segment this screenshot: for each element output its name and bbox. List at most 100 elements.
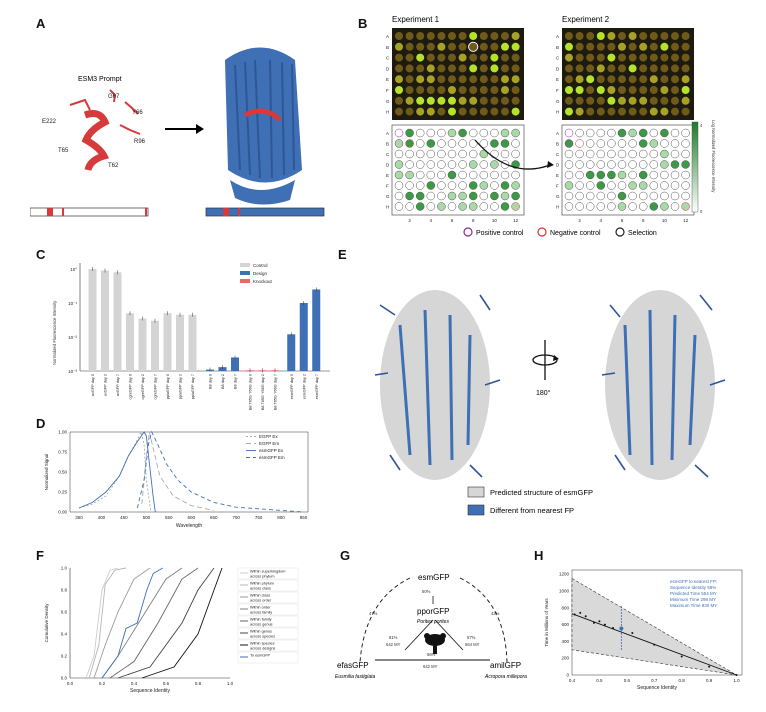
- h-ytick-label: 1200: [559, 572, 570, 577]
- plate-col-label: 6: [621, 218, 624, 223]
- plate-well: [394, 181, 404, 190]
- plate-well: [479, 139, 489, 148]
- c-bar: [188, 314, 197, 371]
- plate-well: [500, 139, 510, 148]
- photo-well: [628, 32, 637, 40]
- plate-well: [596, 128, 606, 138]
- f-legend-label: across designs: [250, 647, 275, 651]
- panel-c-ylabel: Normalized Fluorescence Intensity: [52, 300, 57, 365]
- photo-well: [437, 96, 446, 105]
- efasgfp-species: Eusmilia fastigiata: [335, 674, 376, 680]
- plate-well: [447, 170, 457, 180]
- d-ylabel: Normalized Signal: [44, 454, 49, 491]
- photo-well: [405, 107, 414, 116]
- prompt-sequence-segment: [47, 208, 53, 216]
- h-xtick-label: 0.7: [651, 678, 658, 683]
- photo-well: [618, 75, 626, 84]
- plate-well: [490, 128, 499, 138]
- d-xtick-label: 400: [98, 515, 106, 520]
- plate-well: [468, 170, 478, 180]
- photo-well: [511, 53, 520, 62]
- photo-well: [607, 107, 616, 116]
- plate-well: [394, 160, 404, 169]
- c-xtick-label: avGFP day 7: [116, 374, 120, 396]
- f-legend-box: [237, 603, 299, 616]
- h-xtick-label: 0.6: [624, 678, 631, 683]
- f-series-line: [93, 567, 151, 679]
- photo-well: [448, 86, 456, 94]
- plate-well: [638, 202, 648, 211]
- photo-well: [458, 32, 467, 40]
- photo-well: [405, 53, 414, 62]
- photo-well: [586, 42, 595, 51]
- plate-col-label: 10: [492, 218, 498, 223]
- plate-well: [447, 202, 457, 211]
- plate-col-label: 2: [578, 218, 581, 223]
- f-legend-label: Within family: [250, 618, 272, 622]
- photo-well: [426, 64, 435, 73]
- residue-g67: G67: [108, 94, 120, 100]
- panel-h-annotation: esmGFP to nearest FP: Sequence Identity …: [670, 579, 717, 608]
- plate-well: [660, 202, 669, 211]
- plate-row-label: D: [556, 163, 560, 168]
- photo-well: [681, 42, 690, 51]
- panel-letter-a: A: [36, 16, 46, 31]
- plate-well: [458, 191, 467, 201]
- photo-well: [448, 96, 456, 105]
- plate-well: [468, 149, 478, 159]
- photo-well: [416, 96, 425, 105]
- plate-well: [479, 128, 489, 138]
- f-ytick-label: 1.0: [61, 566, 68, 571]
- plate-row-label: C: [556, 152, 560, 157]
- photo-well: [660, 107, 669, 116]
- panel-e: 180° Predicted structure of esmGFP Diffe…: [374, 290, 726, 516]
- plate-well: [617, 149, 627, 159]
- photo-well: [586, 32, 595, 40]
- photo-well: [437, 42, 446, 51]
- plate-row-label: E: [386, 77, 389, 82]
- annotation-line-3: Predicted Time 554 MY: [670, 591, 717, 596]
- plate-well: [511, 149, 520, 159]
- f-xtick-label: 0.2: [99, 681, 106, 686]
- structure-view-back: [601, 290, 726, 480]
- plate-well: [660, 139, 669, 148]
- plate-well: [649, 181, 659, 190]
- c-xtick-label: ppluGFP day 2: [179, 374, 183, 399]
- c-bar: [176, 314, 184, 371]
- plate-well: [607, 202, 616, 211]
- plate-well: [575, 191, 584, 201]
- plate-well: [500, 128, 510, 138]
- selection-label: Selection: [628, 230, 657, 237]
- photo-well: [671, 64, 679, 73]
- pct-left-mid: 81%: [389, 635, 398, 640]
- negative-control-label: Negative control: [550, 230, 601, 237]
- h-point: [680, 655, 683, 658]
- photo-well: [469, 32, 478, 40]
- plate-well: [628, 202, 637, 211]
- d-xtick-label: 550: [165, 515, 173, 520]
- photo-well: [511, 96, 520, 105]
- edge-left-dashed: [359, 577, 411, 663]
- different-residue-swatch: [467, 504, 485, 516]
- photo-well: [448, 107, 456, 116]
- photo-well: [490, 42, 499, 51]
- selection-swatch: [615, 227, 625, 237]
- experiment-2-title: Experiment 2: [562, 15, 610, 24]
- plate-well: [415, 139, 425, 148]
- c-xtick-label: B8 T65G Y66G day 7: [274, 374, 278, 410]
- photo-well: [607, 64, 616, 73]
- plate-well: [564, 191, 574, 201]
- photo-well: [416, 53, 425, 62]
- photo-well: [469, 64, 478, 73]
- plate-well: [638, 170, 648, 180]
- photo-well: [490, 86, 499, 94]
- plate-well: [415, 149, 425, 159]
- photo-well: [511, 75, 520, 84]
- photo-well: [405, 64, 414, 73]
- c-bar: [312, 289, 321, 371]
- photo-well: [596, 53, 605, 62]
- d-series-line: [78, 431, 156, 513]
- h-ylabel: Time in Millions of Years: [544, 598, 549, 647]
- h-ytick-label: 400: [561, 639, 569, 644]
